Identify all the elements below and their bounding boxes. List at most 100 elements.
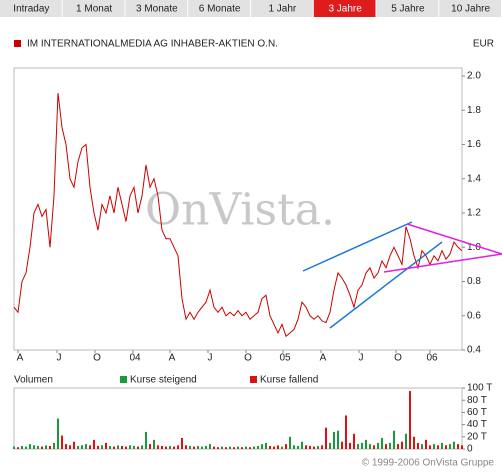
volume-bar [277,445,279,449]
volume-bar [369,444,371,449]
volume-bar [257,445,259,449]
volume-bar [49,445,51,449]
volume-bar [209,444,211,449]
y-tick-label: 40 T [467,419,487,430]
volume-bar [185,445,187,449]
volume-bar [377,442,379,449]
x-tick-label: O [394,353,402,364]
volume-bar [445,445,447,449]
volume-bar [413,436,415,449]
volume-bar [245,446,247,449]
volume-bar [113,446,115,449]
tab-label[interactable]: 1 Monat [76,4,112,15]
volume-bar [261,444,263,449]
volume-bar [429,445,431,449]
price-line [13,93,463,338]
volume-bar [449,444,451,449]
tab-label[interactable]: 3 Monate [136,4,178,15]
volume-bar [45,445,47,449]
volume-bar [285,444,287,449]
volume-bar [317,445,319,449]
legend-swatch [120,376,127,383]
tab[interactable] [251,0,313,17]
tab[interactable] [376,0,439,17]
x-tick-label: J [57,353,62,364]
volume-bar [437,445,439,449]
tab[interactable] [62,0,125,17]
volume-bar [329,442,331,449]
y-tick-label: 1.6 [467,139,481,150]
volume-bar [165,446,167,449]
volume-bar [293,445,295,449]
volume-bar [309,445,311,449]
tab[interactable] [313,0,376,17]
volume-bar [397,444,399,449]
tab-label[interactable]: 6 Monate [199,4,241,15]
y-tick-label: 0.4 [467,345,481,356]
volume-bar [145,431,147,449]
x-tick-label: O [93,353,101,364]
volume-bar [301,441,303,449]
tab[interactable] [188,0,250,17]
volume-bar [157,445,159,449]
volume-bar [213,446,215,449]
tab[interactable] [439,0,501,17]
x-tick-label: A [320,353,327,364]
x-tick-label: 04 [129,353,141,364]
volume-bar [345,415,347,449]
volume-bar [137,446,139,449]
volume-bar [233,447,235,449]
volume-bar [425,439,427,449]
volume-bar [337,430,339,449]
volume-bar [205,445,207,449]
volume-bar [189,445,191,449]
unit-label: EUR [473,39,494,50]
y-tick-label: 1.4 [467,173,481,184]
volume-bar [221,446,223,449]
y-tick-label: 1.8 [467,105,481,116]
x-tick-label: J [359,353,364,364]
legend-label: Kurse fallend [260,375,318,386]
volume-bar [373,445,375,449]
volume-bar [41,446,43,449]
y-tick-label: 0.6 [467,310,481,321]
volume-bar [93,439,95,449]
tab[interactable] [0,0,62,17]
volume-bar [201,446,203,449]
tab-bar: Intraday 1 Monat 3 Monate 6 Monate 1 Jahr 3 J… [0,0,501,17]
volume-bar [441,442,443,449]
tab-label[interactable]: Intraday [13,4,49,15]
y-tick-label: 100 T [467,383,492,394]
volume-bar [177,445,179,449]
tab-label[interactable]: 3 Jahre [328,4,362,15]
x-tick-label: 05 [279,353,291,364]
volume-bar [361,442,363,449]
volume-bar [25,446,27,449]
x-tick-label: O [244,353,252,364]
volume-bar [461,445,463,449]
volume-bar [229,446,231,449]
trend-line [406,223,502,255]
volume-bar [457,444,459,449]
copyright: © 1999-2006 OnVista Gruppe [362,458,495,469]
tab-label[interactable]: 10 Jahre [451,4,490,15]
volume-bar [357,444,359,449]
x-tick-label: A [169,353,176,364]
volume-bar [21,445,23,449]
x-tick-label: A [17,353,24,364]
volume-bar [117,445,119,449]
volume-bar [325,427,327,449]
tab-label[interactable]: 1 Jahr [268,4,296,15]
y-tick-label: 60 T [467,407,487,418]
volume-bar [241,447,243,449]
tab-label[interactable]: 5 Jahre [391,4,425,15]
volume-bar [17,447,19,449]
volume-bar [305,445,307,449]
volume-bar [453,441,455,449]
volume-bar [169,445,171,449]
volume-bar [61,435,63,449]
tab[interactable] [125,0,188,17]
price-frame [13,67,463,351]
